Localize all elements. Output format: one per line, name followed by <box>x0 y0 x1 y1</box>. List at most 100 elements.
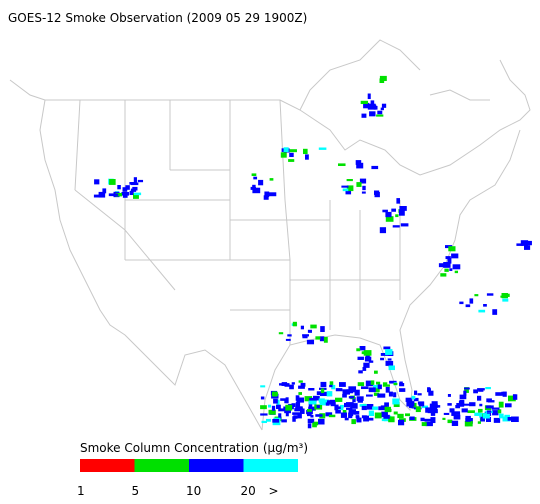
smoke-pixel <box>276 399 280 406</box>
smoke-pixel <box>393 411 398 415</box>
smoke-pixel <box>393 401 400 408</box>
smoke-pixel <box>346 185 354 192</box>
smoke-pixel <box>316 391 322 395</box>
smoke-pixel <box>329 384 333 388</box>
smoke-pixel <box>497 409 502 414</box>
smoke-pixel <box>405 413 411 417</box>
smoke-pixel <box>342 188 349 192</box>
smoke-pixel <box>295 402 301 408</box>
smoke-pixel <box>374 370 378 374</box>
smoke-pixel <box>337 406 341 410</box>
smoke-pixel <box>440 273 447 277</box>
smoke-pixel <box>308 400 317 405</box>
smoke-pixel <box>289 384 294 390</box>
smoke-pixel <box>442 417 446 420</box>
smoke-pixel <box>130 188 137 192</box>
smoke-pixel <box>388 416 395 423</box>
smoke-pixel <box>397 413 404 419</box>
smoke-pixel <box>251 173 257 177</box>
smoke-pixel <box>278 332 284 335</box>
smoke-pixel <box>417 393 422 396</box>
smoke-pixel <box>346 407 353 410</box>
smoke-pixel <box>279 383 283 386</box>
smoke-pixel <box>381 418 387 422</box>
smoke-pixel <box>362 185 366 191</box>
smoke-pixel <box>276 404 281 410</box>
smoke-pixel <box>352 397 356 403</box>
smoke-pixel <box>421 422 427 427</box>
smoke-pixel <box>378 406 386 411</box>
smoke-pixel <box>459 399 465 405</box>
smoke-pixel <box>305 154 309 160</box>
smoke-pixel <box>447 257 452 264</box>
smoke-pixel <box>339 382 346 387</box>
smoke-pixel <box>377 384 382 390</box>
smoke-pixel <box>469 402 476 407</box>
smoke-pixel <box>345 188 352 195</box>
smoke-pixel <box>461 408 468 413</box>
smoke-pixel <box>284 384 291 387</box>
smoke-pixel <box>271 405 276 411</box>
smoke-pixel <box>307 423 312 429</box>
smoke-pixel <box>307 329 312 333</box>
smoke-pixel <box>425 407 432 413</box>
smoke-pixel <box>296 397 305 403</box>
smoke-pixel <box>308 406 316 411</box>
smoke-pixel <box>383 414 390 419</box>
smoke-pixel <box>273 398 278 404</box>
smoke-pixel <box>344 417 349 421</box>
smoke-pixel <box>428 390 434 396</box>
smoke-pixel <box>380 107 384 111</box>
us-outline <box>39 59 531 431</box>
smoke-pixel <box>326 391 333 397</box>
smoke-pixel <box>465 415 471 422</box>
smoke-pixel <box>478 408 483 413</box>
smoke-pixel <box>341 185 349 188</box>
state-lines <box>74 99 401 345</box>
smoke-pixel <box>360 100 368 105</box>
smoke-pixel <box>364 356 372 362</box>
smoke-pixel <box>373 384 379 391</box>
smoke-pixel <box>325 412 333 417</box>
smoke-pixel <box>463 390 467 396</box>
smoke-pixel <box>385 211 392 218</box>
smoke-pixel <box>361 191 366 194</box>
smoke-pixel <box>405 397 413 402</box>
smoke-pixel <box>335 388 343 392</box>
smoke-pixel <box>415 406 421 413</box>
smoke-pixel <box>495 392 503 396</box>
canada-coast <box>9 39 490 111</box>
smoke-pixel <box>459 394 467 400</box>
smoke-pixel <box>372 406 378 410</box>
smoke-pixel <box>363 415 369 422</box>
smoke-pixel <box>368 410 374 417</box>
smoke-pixel <box>342 410 347 414</box>
smoke-pixel <box>499 413 504 419</box>
smoke-pixel <box>327 400 331 405</box>
smoke-pixel <box>320 388 325 394</box>
smoke-pixel <box>361 113 367 118</box>
smoke-pixel <box>492 309 498 315</box>
smoke-pixel <box>449 408 455 413</box>
smoke-pixel <box>268 409 276 415</box>
smoke-pixel <box>465 304 471 308</box>
smoke-pixel <box>260 385 266 388</box>
smoke-pixel <box>381 103 387 108</box>
smoke-pixel <box>321 399 330 406</box>
color-swatch <box>80 459 135 472</box>
smoke-pixel <box>285 412 289 417</box>
smoke-pixel <box>445 256 451 260</box>
smoke-pixel <box>376 381 381 385</box>
smoke-pixel <box>396 198 401 204</box>
smoke-pixel <box>355 160 362 165</box>
smoke-pixel <box>252 187 261 194</box>
smoke-pixel <box>287 334 292 337</box>
smoke-pixel <box>370 100 375 106</box>
smoke-pixel <box>304 396 313 402</box>
smoke-pixel <box>451 412 456 416</box>
smoke-pixel <box>300 382 306 387</box>
smoke-pixel <box>309 397 317 402</box>
smoke-pixel <box>263 195 269 200</box>
smoke-pixel <box>280 398 287 401</box>
smoke-pixel <box>308 388 315 391</box>
